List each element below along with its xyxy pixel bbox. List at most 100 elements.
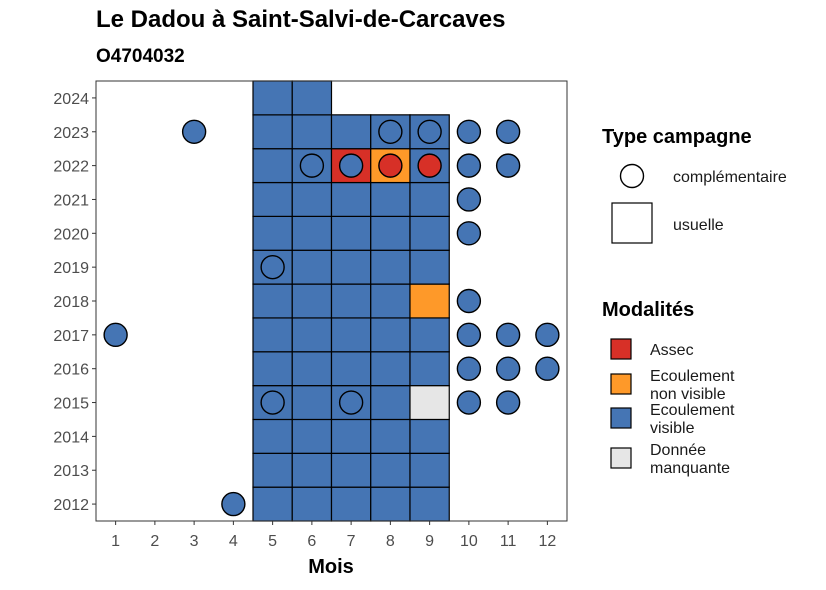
- data-point: [535, 322, 560, 348]
- data-point: [181, 119, 207, 144]
- data-point: [378, 153, 403, 178]
- x-tick-label: 4: [229, 533, 238, 550]
- y-tick-label: 2016: [53, 362, 89, 379]
- heatmap-tile: [252, 486, 293, 522]
- legend-type-label: complémentaire: [673, 169, 787, 186]
- heatmap-tile: [291, 215, 333, 251]
- heatmap-tile: [252, 283, 293, 319]
- heatmap-tile: [370, 351, 411, 387]
- heatmap-tile: [330, 249, 372, 285]
- heatmap-tile: [409, 486, 450, 522]
- x-axis-label: Mois: [308, 556, 354, 578]
- x-tick-label: 5: [268, 533, 277, 550]
- heatmap-tile: [291, 283, 333, 319]
- data-point: [103, 322, 128, 348]
- heatmap-tile: [330, 418, 372, 454]
- y-tick-label: 2020: [53, 226, 89, 243]
- heatmap-tile: [370, 317, 411, 353]
- heatmap-tile: [370, 181, 411, 217]
- heatmap-tile: [252, 181, 293, 217]
- data-point: [221, 491, 246, 517]
- heatmap-tile: [330, 351, 372, 387]
- data-point: [338, 153, 364, 178]
- heatmap-tile: [409, 317, 450, 353]
- heatmap-tile: [409, 418, 450, 454]
- tiles-layer: [252, 80, 450, 522]
- heatmap-tile: [252, 215, 293, 251]
- x-tick-label: 6: [307, 533, 316, 550]
- data-point: [338, 390, 364, 415]
- legend-swatch: [610, 373, 632, 395]
- y-tick-label: 2014: [53, 429, 89, 446]
- data-point: [456, 119, 482, 144]
- heatmap-tile: [409, 452, 450, 488]
- x-axis: 1 2 3 4 5 6 7 8 9 10 11 12: [111, 521, 556, 550]
- data-point: [456, 187, 482, 212]
- data-point: [417, 119, 442, 144]
- heatmap-tile: [370, 215, 411, 251]
- heatmap-tile: [409, 249, 450, 285]
- legend-swatch: [610, 338, 632, 360]
- heatmap-tile: [291, 249, 333, 285]
- data-point: [456, 322, 482, 348]
- data-point: [495, 356, 521, 381]
- legend-type-title: Type campagne: [602, 126, 752, 148]
- legend-modalite-label: Ecoulement: [650, 368, 735, 385]
- heatmap-tile: [252, 452, 293, 488]
- y-tick-label: 2021: [53, 192, 89, 209]
- heatmap-tile: [252, 418, 293, 454]
- heatmap-tile: [291, 114, 333, 150]
- heatmap-tile: [291, 80, 333, 116]
- heatmap-tile: [291, 317, 333, 353]
- x-tick-label: 8: [386, 533, 395, 550]
- heatmap-tile: [252, 114, 293, 150]
- data-point: [260, 254, 285, 280]
- data-point: [495, 153, 521, 178]
- legend-type-label: usuelle: [673, 217, 724, 234]
- legend: Type campagne complémentaire usuelle Modali…: [602, 126, 787, 477]
- points-layer: [103, 119, 560, 517]
- x-tick-label: 10: [460, 533, 478, 550]
- heatmap-tile: [252, 317, 293, 353]
- heatmap-tile: [291, 351, 333, 387]
- legend-swatch: [610, 407, 632, 429]
- data-point: [299, 153, 325, 178]
- heatmap-tile: [409, 181, 450, 217]
- heatmap-tile: [252, 80, 293, 116]
- heatmap-tile: [330, 452, 372, 488]
- data-point: [456, 356, 482, 381]
- heatmap-tile: [330, 486, 372, 522]
- heatmap-tile: [370, 283, 411, 319]
- legend-modalites-title: Modalités: [602, 299, 694, 321]
- heatmap-tile: [252, 148, 293, 184]
- heatmap-tile: [409, 283, 450, 319]
- y-tick-label: 2024: [53, 91, 89, 108]
- legend-modalite-label: Ecoulement: [650, 402, 735, 419]
- y-tick-label: 2023: [53, 125, 89, 142]
- heatmap-tile: [330, 215, 372, 251]
- data-point: [535, 356, 560, 381]
- heatmap-tile: [370, 249, 411, 285]
- heatmap-tile: [370, 486, 411, 522]
- legend-swatch: [610, 447, 632, 469]
- x-tick-label: 1: [111, 533, 120, 550]
- heatmap-tile: [370, 385, 411, 421]
- heatmap-tile: [330, 114, 372, 150]
- data-point: [495, 119, 521, 144]
- heatmap-tile: [291, 486, 333, 522]
- x-tick-label: 7: [347, 533, 356, 550]
- heatmap-tile: [409, 215, 450, 251]
- heatmap-tile: [291, 452, 333, 488]
- x-tick-label: 9: [425, 533, 434, 550]
- legend-modalite-label: visible: [650, 420, 695, 437]
- legend-circle-symbol: [619, 163, 645, 189]
- y-axis: 2012 2013 2014 2015 2016 2017 2018 2019 2020 2021…: [53, 91, 96, 514]
- heatmap-tile: [370, 452, 411, 488]
- data-point: [456, 288, 482, 314]
- data-point: [495, 390, 521, 415]
- data-point: [456, 221, 482, 246]
- data-point: [456, 390, 482, 415]
- heatmap-tile: [330, 181, 372, 217]
- y-tick-label: 2017: [53, 328, 89, 345]
- data-point: [260, 390, 285, 415]
